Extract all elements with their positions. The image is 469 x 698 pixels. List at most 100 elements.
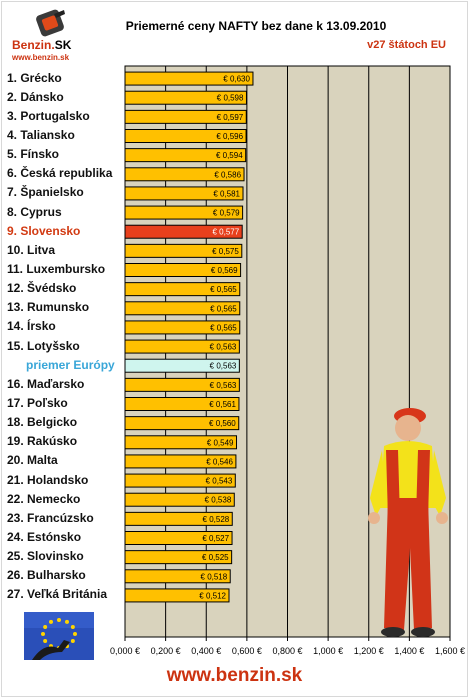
category-label: 11. Luxembursko — [7, 262, 106, 276]
bar — [124, 167, 245, 182]
eu-star-icon — [70, 625, 75, 629]
bar-value-label: € 0,538 — [205, 496, 232, 505]
bar-value-label: € 0,512 — [199, 591, 226, 600]
eu-star-icon — [43, 639, 48, 643]
x-tick-label: 0,800 € — [272, 646, 302, 656]
gas-station-worker-icon — [368, 408, 448, 637]
category-label: priemer Európy — [26, 357, 115, 372]
bar — [124, 129, 247, 143]
bar-value-label: € 0,598 — [217, 94, 244, 103]
x-tick-label: 0,000 € — [110, 646, 140, 656]
chart-title: Priemerné ceny NAFTY bez dane k 13.09.20… — [125, 19, 387, 33]
bar-value-label: € 0,577 — [213, 228, 240, 237]
bar-value-label: € 0,560 — [209, 419, 236, 428]
eu-flag-icon — [24, 612, 94, 660]
eu-star-icon — [70, 639, 75, 643]
bar-value-label: € 0,528 — [203, 515, 230, 524]
bar — [124, 511, 233, 526]
bar — [124, 377, 240, 392]
bar-value-label: € 0,518 — [201, 572, 228, 581]
logo-url: www.benzin.sk — [12, 53, 70, 62]
bar — [124, 109, 247, 124]
bar — [124, 71, 254, 86]
x-tick-label: 1,400 € — [394, 646, 424, 656]
bar-value-label: € 0,563 — [210, 362, 237, 371]
category-label: 18. Belgicko — [7, 415, 78, 430]
bar-value-label: € 0,569 — [211, 266, 238, 275]
category-label: 16. Maďarsko — [7, 376, 85, 391]
bar-value-label: € 0,546 — [206, 457, 233, 466]
category-label: 5. Fínsko — [7, 147, 60, 162]
bar — [124, 186, 244, 201]
category-label: 8. Cyprus — [7, 204, 62, 219]
bar-value-label: € 0,581 — [213, 189, 240, 198]
x-tick-label: 0,600 € — [232, 646, 262, 656]
fuel-nozzle-icon — [36, 9, 65, 37]
category-label: 21. Holandsko — [7, 472, 89, 487]
category-label: 2. Dánsko — [7, 89, 64, 104]
bar-value-label: € 0,565 — [210, 304, 237, 313]
eu-star-icon — [49, 619, 53, 624]
eu-star-icon — [57, 618, 61, 622]
bar-value-label: € 0,563 — [210, 381, 237, 390]
bar — [124, 205, 244, 220]
bar-value-label: € 0,597 — [217, 113, 244, 122]
bar — [124, 90, 247, 105]
bar — [124, 492, 235, 507]
bar — [124, 358, 240, 373]
category-label: 20. Malta — [7, 453, 58, 468]
eu-star-icon — [43, 625, 48, 629]
category-label: 12. Švédsko — [7, 281, 77, 296]
bar-value-label: € 0,565 — [210, 323, 237, 332]
chart-subtitle: v27 štátoch EU — [367, 39, 446, 51]
bar-value-label: € 0,525 — [202, 553, 229, 562]
footer-url[interactable]: www.benzin.sk — [166, 665, 303, 686]
benzin-logo[interactable]: Benzin.SK www.benzin.sk — [6, 8, 96, 66]
bar — [124, 569, 231, 584]
bar — [124, 531, 233, 545]
bar — [124, 224, 243, 239]
bar-value-label: € 0,563 — [210, 343, 237, 352]
bar-value-label: € 0,543 — [206, 477, 233, 486]
category-label: 6. Česká republika — [7, 166, 113, 181]
x-tick-label: 1,000 € — [313, 646, 343, 656]
bar — [124, 148, 247, 163]
bar-value-label: € 0,565 — [210, 285, 237, 294]
x-tick-label: 0,200 € — [151, 646, 181, 656]
bar-value-label: € 0,630 — [223, 75, 250, 84]
x-tick-label: 0,400 € — [191, 646, 221, 656]
category-label: 9. Slovensko — [7, 223, 81, 238]
category-label: 10. Litva — [7, 242, 56, 257]
eu-star-icon — [65, 619, 69, 624]
bar-value-label: € 0,586 — [214, 170, 241, 179]
bar-value-label: € 0,561 — [209, 400, 236, 409]
category-label: 17. Poľsko — [7, 396, 68, 410]
x-tick-label: 1,200 € — [354, 646, 384, 656]
eu-star-icon — [73, 632, 77, 636]
x-tick-label: 1,600 € — [435, 646, 465, 656]
category-label: 26. Bulharsko — [7, 568, 86, 583]
category-label: 27. Veľká Británia — [7, 587, 108, 602]
bar-value-label: € 0,594 — [216, 151, 243, 160]
bar — [124, 282, 241, 297]
logo-text: Benzin.SK — [12, 38, 72, 52]
bar — [124, 416, 240, 431]
category-label: 7. Španielsko — [7, 185, 84, 200]
category-label: 25. Slovinsko — [7, 549, 84, 564]
bar — [124, 588, 230, 603]
category-label: 3. Portugalsko — [7, 108, 90, 123]
category-label: 23. Francúzsko — [7, 510, 94, 525]
bar — [124, 473, 236, 488]
bar — [124, 550, 233, 565]
bar — [124, 454, 237, 469]
bar — [124, 243, 243, 258]
bar — [124, 435, 238, 450]
bar — [124, 397, 240, 411]
bar — [124, 301, 241, 316]
bar-value-label: € 0,527 — [202, 534, 229, 543]
bar — [124, 263, 242, 277]
bar-value-label: € 0,579 — [213, 209, 240, 218]
category-label: 14. Írsko — [7, 319, 56, 334]
bar-value-label: € 0,596 — [216, 132, 243, 141]
bar-value-label: € 0,549 — [207, 438, 234, 447]
